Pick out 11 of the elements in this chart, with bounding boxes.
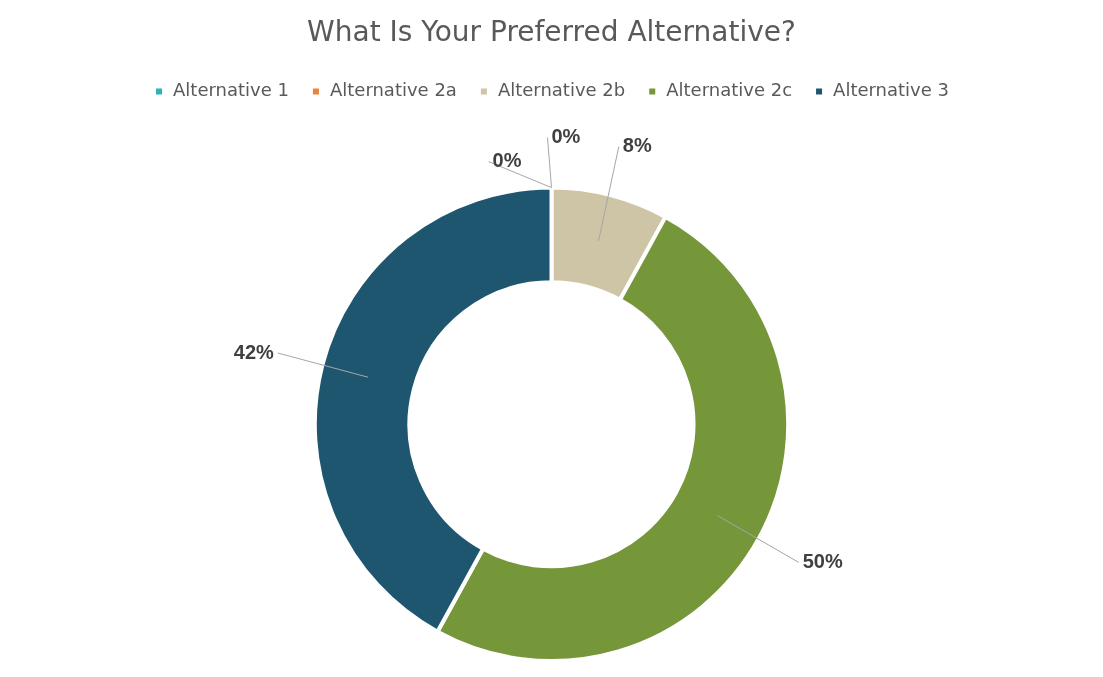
- legend-label: Alternative 2c: [666, 79, 793, 101]
- legend-label: Alternative 1: [173, 79, 289, 101]
- text: 0%: [551, 125, 581, 148]
- chart-title: What Is Your Preferred Alternative?: [307, 15, 796, 49]
- data-label: 50%: [802, 549, 843, 572]
- legend-label: Alternative 2a: [329, 79, 457, 101]
- legend-label: Alternative 2b: [497, 79, 626, 101]
- text: 0%: [492, 149, 522, 172]
- data-label: 42%: [233, 340, 275, 363]
- data-label: 8%: [622, 134, 652, 157]
- legend-label: Alternative 3: [833, 79, 950, 101]
